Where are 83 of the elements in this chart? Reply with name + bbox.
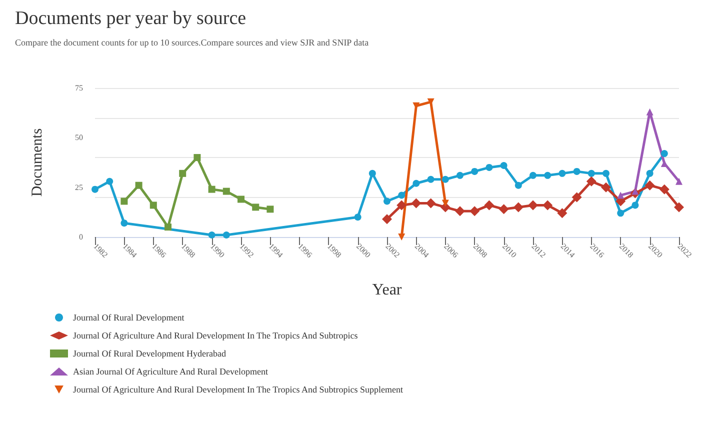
point bbox=[106, 178, 114, 185]
point bbox=[396, 200, 407, 210]
point bbox=[500, 162, 508, 169]
chart-title: Documents per year by source bbox=[15, 8, 246, 29]
x-axis-title: Year bbox=[372, 282, 402, 298]
point bbox=[455, 206, 465, 216]
legend-label: Asian Journal Of Agriculture And Rural Development bbox=[73, 366, 268, 376]
point bbox=[514, 182, 522, 189]
point bbox=[558, 170, 566, 177]
point bbox=[588, 170, 595, 177]
point bbox=[572, 192, 582, 202]
point bbox=[208, 186, 216, 193]
x-tick-label: 1986 bbox=[150, 242, 168, 260]
x-tick-label: 1998 bbox=[325, 242, 344, 260]
point bbox=[513, 202, 524, 212]
point bbox=[544, 172, 552, 179]
point bbox=[208, 232, 216, 239]
point bbox=[586, 176, 596, 186]
point bbox=[194, 154, 201, 162]
legend-label: Journal Of Rural Development bbox=[73, 312, 185, 322]
point bbox=[660, 150, 668, 158]
point bbox=[660, 160, 668, 167]
point bbox=[120, 198, 128, 205]
point bbox=[384, 198, 390, 205]
chart-subtitle: Compare the document counts for up to 10 sources.Compare sources and view SJR and SNIP data bbox=[15, 38, 369, 48]
point bbox=[573, 168, 580, 175]
point bbox=[427, 176, 434, 183]
point bbox=[442, 176, 449, 183]
point bbox=[632, 188, 639, 195]
point bbox=[398, 234, 406, 240]
point bbox=[442, 200, 449, 207]
x-tick-label: 1994 bbox=[267, 242, 285, 260]
point bbox=[412, 180, 420, 187]
point bbox=[238, 196, 244, 203]
point bbox=[674, 202, 684, 212]
point bbox=[252, 204, 260, 211]
point bbox=[602, 170, 610, 177]
point bbox=[368, 170, 376, 177]
point bbox=[617, 192, 624, 199]
point bbox=[222, 188, 230, 195]
y-tick-label: 50 bbox=[75, 133, 83, 142]
point bbox=[266, 206, 274, 213]
point bbox=[398, 192, 406, 199]
point bbox=[659, 184, 670, 194]
point bbox=[92, 186, 98, 193]
x-tick-label: 1996 bbox=[296, 242, 314, 260]
point bbox=[471, 168, 478, 175]
point bbox=[382, 214, 392, 224]
point bbox=[150, 202, 157, 209]
point bbox=[530, 172, 536, 179]
point bbox=[617, 210, 624, 217]
point bbox=[426, 198, 436, 208]
point bbox=[557, 208, 568, 218]
y-tick-label: 0 bbox=[79, 232, 83, 242]
point bbox=[120, 220, 128, 227]
x-tick-label: 1990 bbox=[208, 242, 226, 260]
point bbox=[542, 200, 553, 210]
point bbox=[676, 178, 682, 185]
point bbox=[646, 170, 654, 177]
x-tick-label: 1984 bbox=[121, 242, 139, 260]
point bbox=[498, 204, 509, 214]
y-tick-label: 75 bbox=[75, 84, 83, 92]
point bbox=[470, 206, 480, 216]
point bbox=[179, 170, 186, 177]
point bbox=[411, 198, 422, 208]
point bbox=[456, 172, 464, 179]
point bbox=[644, 180, 655, 190]
point bbox=[646, 108, 654, 116]
x-tick-label: 1988 bbox=[179, 242, 198, 260]
point bbox=[486, 164, 493, 171]
point bbox=[164, 224, 172, 231]
point bbox=[354, 214, 362, 221]
point bbox=[222, 232, 230, 239]
legend-label: Journal Of Agriculture And Rural Development In The Tropics And Subtropics Supplement bbox=[73, 384, 404, 394]
legend-label: Journal Of Agriculture And Rural Development In The Tropics And Subtropics bbox=[73, 330, 358, 340]
point bbox=[601, 182, 611, 192]
point bbox=[484, 200, 494, 210]
y-tick-label: 25 bbox=[75, 182, 83, 192]
y-axis-title: Documents bbox=[30, 128, 46, 197]
point bbox=[528, 200, 538, 210]
point bbox=[135, 182, 142, 189]
legend-label: Journal Of Rural Development Hyderabad bbox=[73, 348, 226, 358]
point bbox=[632, 202, 639, 209]
